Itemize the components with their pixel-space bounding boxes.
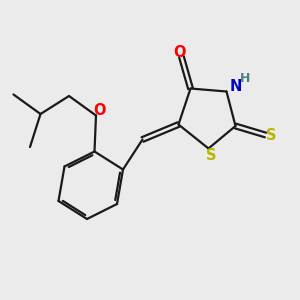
Text: O: O	[174, 45, 186, 60]
Text: S: S	[206, 148, 217, 163]
Text: H: H	[240, 72, 250, 86]
Text: N: N	[229, 80, 242, 94]
Text: S: S	[266, 128, 277, 142]
Text: O: O	[93, 103, 106, 118]
